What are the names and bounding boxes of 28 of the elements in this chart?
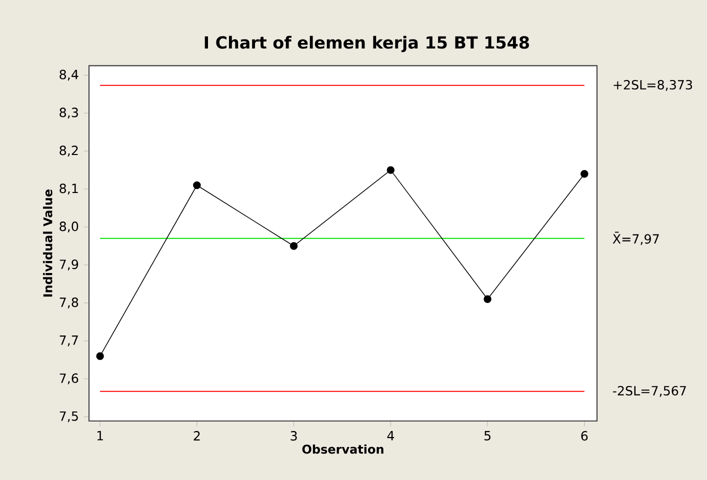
y-tick-label: 7,5 xyxy=(60,411,78,422)
x-tick-label: 3 xyxy=(290,431,297,441)
point xyxy=(580,170,588,178)
y-tick-label: 8,2 xyxy=(60,146,78,157)
x-axis-title: Observation xyxy=(302,444,384,454)
y-tick-label: 7,6 xyxy=(60,373,78,384)
y-axis-title: Individual Value xyxy=(43,190,52,297)
ref-line-label: +2SL=8,373 xyxy=(614,80,692,91)
x-tick-label: 5 xyxy=(484,431,490,440)
y-tick-label: 8,3 xyxy=(60,108,78,119)
x-tick-label: 1 xyxy=(97,431,103,440)
y-tick-label: 8,4 xyxy=(60,70,78,81)
point xyxy=(96,352,104,360)
point xyxy=(193,181,201,190)
point xyxy=(386,166,395,174)
point xyxy=(290,242,298,250)
y-tick-label: 8,1 xyxy=(60,184,78,194)
y-tick-label: 7,8 xyxy=(60,297,78,308)
chart-title: I Chart of elemen kerja 15 BT 1548 xyxy=(204,36,529,52)
point xyxy=(484,295,492,304)
y-tick-label: 7,9 xyxy=(60,260,78,270)
x-tick-label: 6 xyxy=(581,431,588,441)
x-tick-label: 2 xyxy=(194,431,200,440)
x-tick-label: 4 xyxy=(387,431,394,440)
ref-line-label: X̄=7,97 xyxy=(612,232,659,245)
ref-line-label: -2SL=7,567 xyxy=(613,386,686,397)
y-tick-label: 8,0 xyxy=(60,222,78,232)
y-tick-label: 7,7 xyxy=(60,336,78,346)
